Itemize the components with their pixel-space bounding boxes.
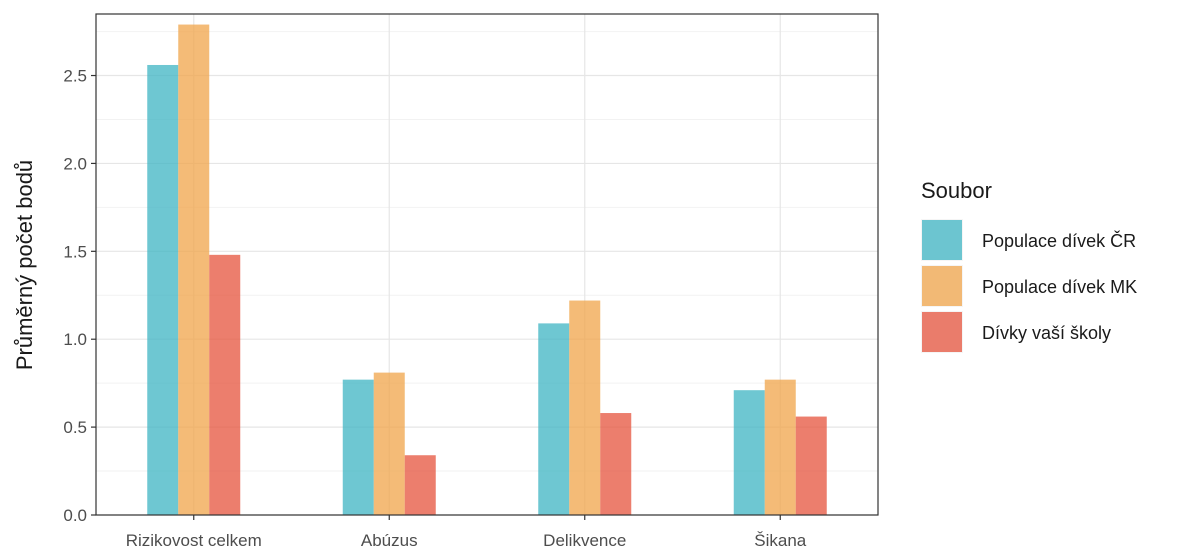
y-tick-label: 1.0 <box>63 330 87 349</box>
legend-label: Populace dívek MK <box>982 277 1137 297</box>
bar <box>569 300 601 515</box>
bar <box>795 416 827 515</box>
legend-label: Populace dívek ČR <box>982 230 1136 251</box>
legend: Soubor Populace dívek ČR Populace dívek M… <box>921 178 1137 353</box>
bar <box>764 379 796 515</box>
legend-title: Soubor <box>921 178 992 203</box>
legend-swatch <box>922 312 962 352</box>
bars <box>147 24 827 516</box>
x-tick-label: Šikana <box>754 531 807 550</box>
bar <box>373 372 405 515</box>
bar <box>538 323 570 515</box>
panel-border <box>95 13 879 516</box>
y-tick-label: 2.5 <box>63 67 87 86</box>
y-tick-label: 1.5 <box>63 242 87 261</box>
bar <box>600 413 632 515</box>
bar <box>342 379 374 515</box>
y-tick-label: 0.0 <box>63 506 87 525</box>
y-tick-label: 2.0 <box>63 154 87 173</box>
y-axis-title: Průměrný počet bodů <box>12 160 37 370</box>
legend-swatch <box>922 266 962 306</box>
legend-swatch <box>922 220 962 260</box>
y-tick-label: 0.5 <box>63 418 87 437</box>
x-tick-label: Delikvence <box>543 531 626 550</box>
bar <box>733 390 765 515</box>
x-tick-label: Abúzus <box>361 531 418 550</box>
legend-label: Dívky vaší školy <box>982 323 1111 343</box>
bar <box>404 455 436 515</box>
x-tick-label: Rizikovost celkem <box>126 531 262 550</box>
bar <box>178 24 210 516</box>
bar <box>209 254 241 515</box>
y-axis: 0.0 0.5 1.0 1.5 2.0 2.5 <box>63 67 96 525</box>
x-axis: Rizikovost celkem Abúzus Delikvence Šikana <box>126 515 807 550</box>
bar <box>147 64 179 516</box>
